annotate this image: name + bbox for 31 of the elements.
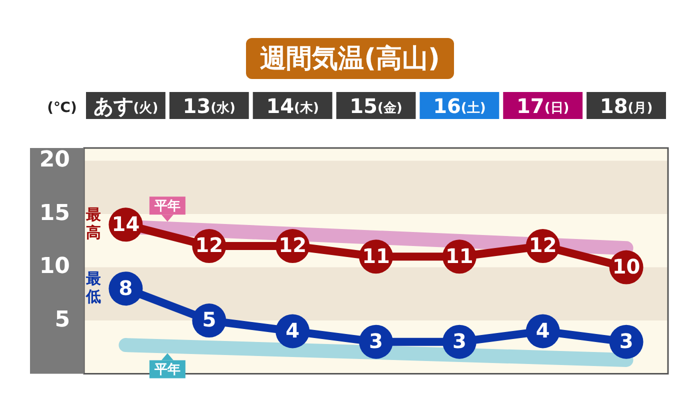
- x-tick-label: 13(水): [182, 94, 236, 118]
- x-tick-label: 15(金): [350, 94, 402, 118]
- data-label: 12: [278, 233, 306, 258]
- data-label: 4: [536, 318, 550, 342]
- data-label: 11: [446, 244, 474, 268]
- series-label: 平年: [153, 362, 180, 378]
- data-label: 3: [452, 329, 466, 354]
- data-label: 12: [528, 233, 557, 258]
- data-label: 4: [286, 318, 300, 342]
- data-label: 8: [118, 276, 133, 300]
- x-tick-label: あす(火): [93, 94, 158, 118]
- data-label: 3: [619, 329, 634, 354]
- data-label: 14: [112, 212, 140, 236]
- y-axis-title: (℃): [47, 100, 77, 116]
- x-tick-label: 17(日): [516, 94, 570, 118]
- series-label: 最高: [85, 206, 102, 242]
- y-tick-label: 5: [54, 307, 70, 332]
- data-label: 3: [369, 329, 383, 354]
- data-label: 11: [362, 244, 390, 268]
- x-tick-label: 14(木): [266, 94, 319, 118]
- y-tick-label: 10: [39, 254, 70, 280]
- y-tick-label: 15: [39, 200, 70, 226]
- data-label: 12: [195, 233, 224, 258]
- data-label: 5: [202, 308, 216, 332]
- chart-title: 週間気温(高山): [246, 38, 454, 79]
- x-tick-label: 18(月): [600, 94, 653, 118]
- data-label: 10: [612, 254, 640, 278]
- x-tick-label: 16(土): [433, 94, 486, 118]
- series-label: 最低: [85, 269, 102, 306]
- series-label: 平年: [153, 198, 180, 214]
- y-tick-label: 20: [39, 148, 70, 172]
